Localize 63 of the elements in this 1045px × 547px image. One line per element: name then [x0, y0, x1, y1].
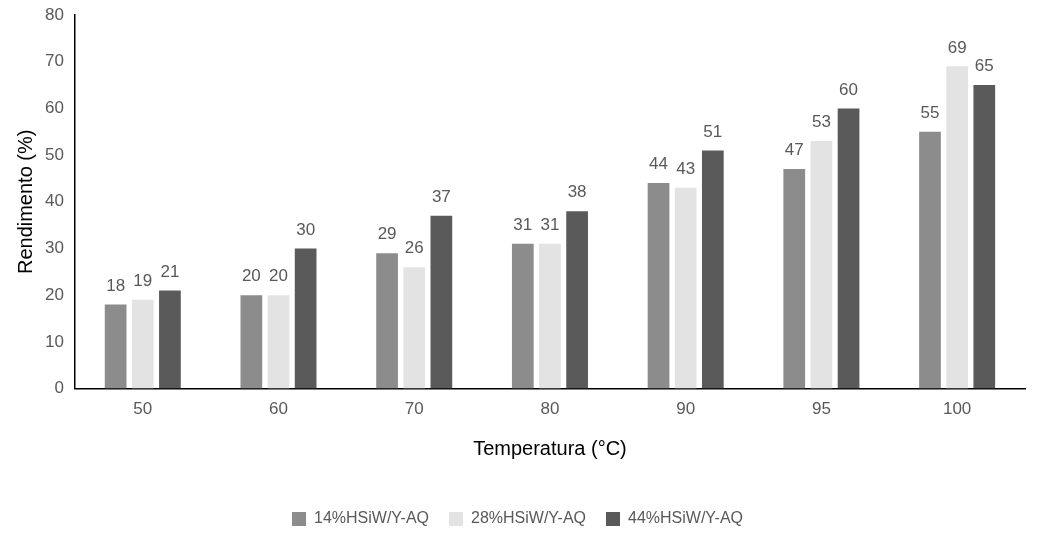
- bar: [430, 215, 453, 389]
- y-tick-label: 80: [44, 4, 64, 24]
- data-label: 55: [920, 102, 940, 122]
- bar: [159, 290, 181, 389]
- data-label: 69: [947, 37, 967, 57]
- bar: [131, 299, 154, 389]
- bar: [267, 295, 290, 389]
- y-tick-label: 70: [44, 51, 64, 71]
- data-label: 20: [269, 266, 288, 286]
- y-tick-label: 40: [44, 191, 64, 211]
- y-tick-label: 0: [54, 378, 64, 398]
- data-label: 26: [404, 238, 424, 258]
- bar: [701, 150, 724, 389]
- bar: [511, 243, 534, 389]
- data-label: 38: [567, 182, 587, 202]
- bar: [783, 169, 806, 389]
- bar: [376, 253, 398, 389]
- bar: [837, 108, 860, 389]
- data-label: 31: [513, 215, 533, 235]
- legend-label: 44%HSiW/Y-AQ: [628, 509, 743, 527]
- bar: [674, 187, 697, 389]
- bar: [240, 295, 263, 389]
- y-tick-label: 60: [44, 98, 64, 118]
- x-tick-label: 90: [676, 399, 696, 419]
- bar: [294, 248, 317, 389]
- y-axis-title: Rendimento (%): [13, 129, 36, 275]
- data-label: 43: [676, 158, 696, 178]
- legend-label: 28%HSiW/Y-AQ: [471, 509, 586, 527]
- data-label: 30: [296, 219, 316, 239]
- x-tick-label: 95: [811, 399, 831, 419]
- bar: [973, 85, 996, 389]
- bar: [647, 183, 670, 389]
- x-tick-label: 80: [540, 399, 560, 419]
- data-label: 37: [431, 187, 451, 206]
- data-label: 31: [540, 215, 560, 235]
- legend-label: 14%HSiW/Y-AQ: [314, 509, 429, 527]
- data-label: 18: [106, 275, 126, 295]
- bar: [403, 267, 426, 389]
- x-tick-label: 60: [269, 399, 288, 419]
- y-tick-label: 10: [44, 331, 64, 351]
- data-label: 44: [649, 154, 668, 174]
- bar: [919, 131, 941, 389]
- data-label: 60: [839, 79, 859, 99]
- bar: [566, 211, 588, 389]
- data-label: 47: [784, 140, 804, 160]
- data-label: 20: [241, 266, 261, 286]
- y-tick-label: 50: [44, 144, 64, 164]
- data-label: 65: [974, 56, 994, 76]
- x-tick-label: 70: [404, 399, 424, 419]
- bar: [539, 243, 561, 389]
- data-label: 51: [703, 121, 723, 141]
- x-tick-label: 100: [942, 399, 972, 419]
- y-tick-label: 20: [44, 284, 64, 304]
- data-label: 29: [377, 224, 397, 244]
- data-label: 21: [160, 261, 180, 281]
- y-tick-label: 30: [44, 238, 64, 258]
- bar: [946, 66, 968, 389]
- data-label: 19: [133, 271, 153, 291]
- x-tick-label: 50: [133, 399, 153, 419]
- x-axis-title: Temperatura (°C): [473, 436, 627, 459]
- data-label: 53: [811, 112, 831, 132]
- bar: [104, 304, 127, 389]
- bar: [810, 141, 833, 389]
